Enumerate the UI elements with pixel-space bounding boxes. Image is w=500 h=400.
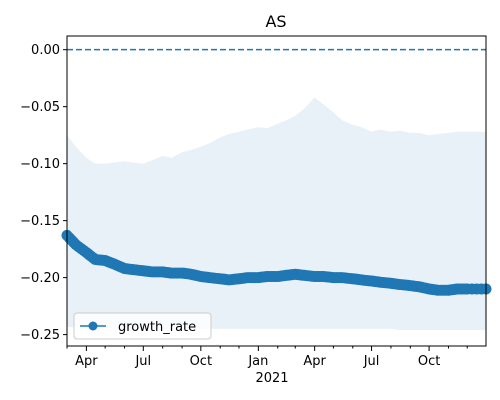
x-tick-label: Jan	[247, 354, 268, 369]
chart-title: AS	[265, 12, 286, 31]
x-tick-label: Apr	[303, 354, 326, 369]
legend-box	[73, 312, 212, 340]
x-tick-label: Oct	[190, 354, 212, 369]
y-tick-label: −0.25	[20, 328, 60, 343]
x-axis-ticks: Apr Jul Oct Jan Apr Jul Oct	[75, 346, 440, 369]
growth-rate-point	[475, 283, 487, 295]
uncertainty-band-layer	[67, 97, 486, 330]
y-axis-ticks: 0.00 −0.05 −0.10 −0.15 −0.20 −0.25	[20, 43, 67, 343]
confidence-band	[67, 97, 486, 330]
x-year-label: 2021	[255, 371, 288, 386]
x-tick-label: Jul	[134, 354, 151, 369]
y-tick-label: −0.05	[20, 100, 60, 115]
y-tick-label: −0.15	[20, 214, 60, 229]
legend-entry-growth-rate: growth_rate	[118, 320, 196, 335]
y-tick-label: 0.00	[31, 43, 60, 58]
series-layer	[61, 229, 492, 296]
legend-marker	[88, 321, 98, 331]
plot-frame	[66, 35, 487, 347]
legend: growth_rate	[73, 312, 212, 340]
y-tick-label: −0.20	[20, 271, 60, 286]
y-tick-label: −0.10	[20, 157, 60, 172]
x-tick-label: Oct	[418, 354, 440, 369]
x-tick-label: Jul	[363, 354, 380, 369]
x-tick-label: Apr	[75, 354, 98, 369]
